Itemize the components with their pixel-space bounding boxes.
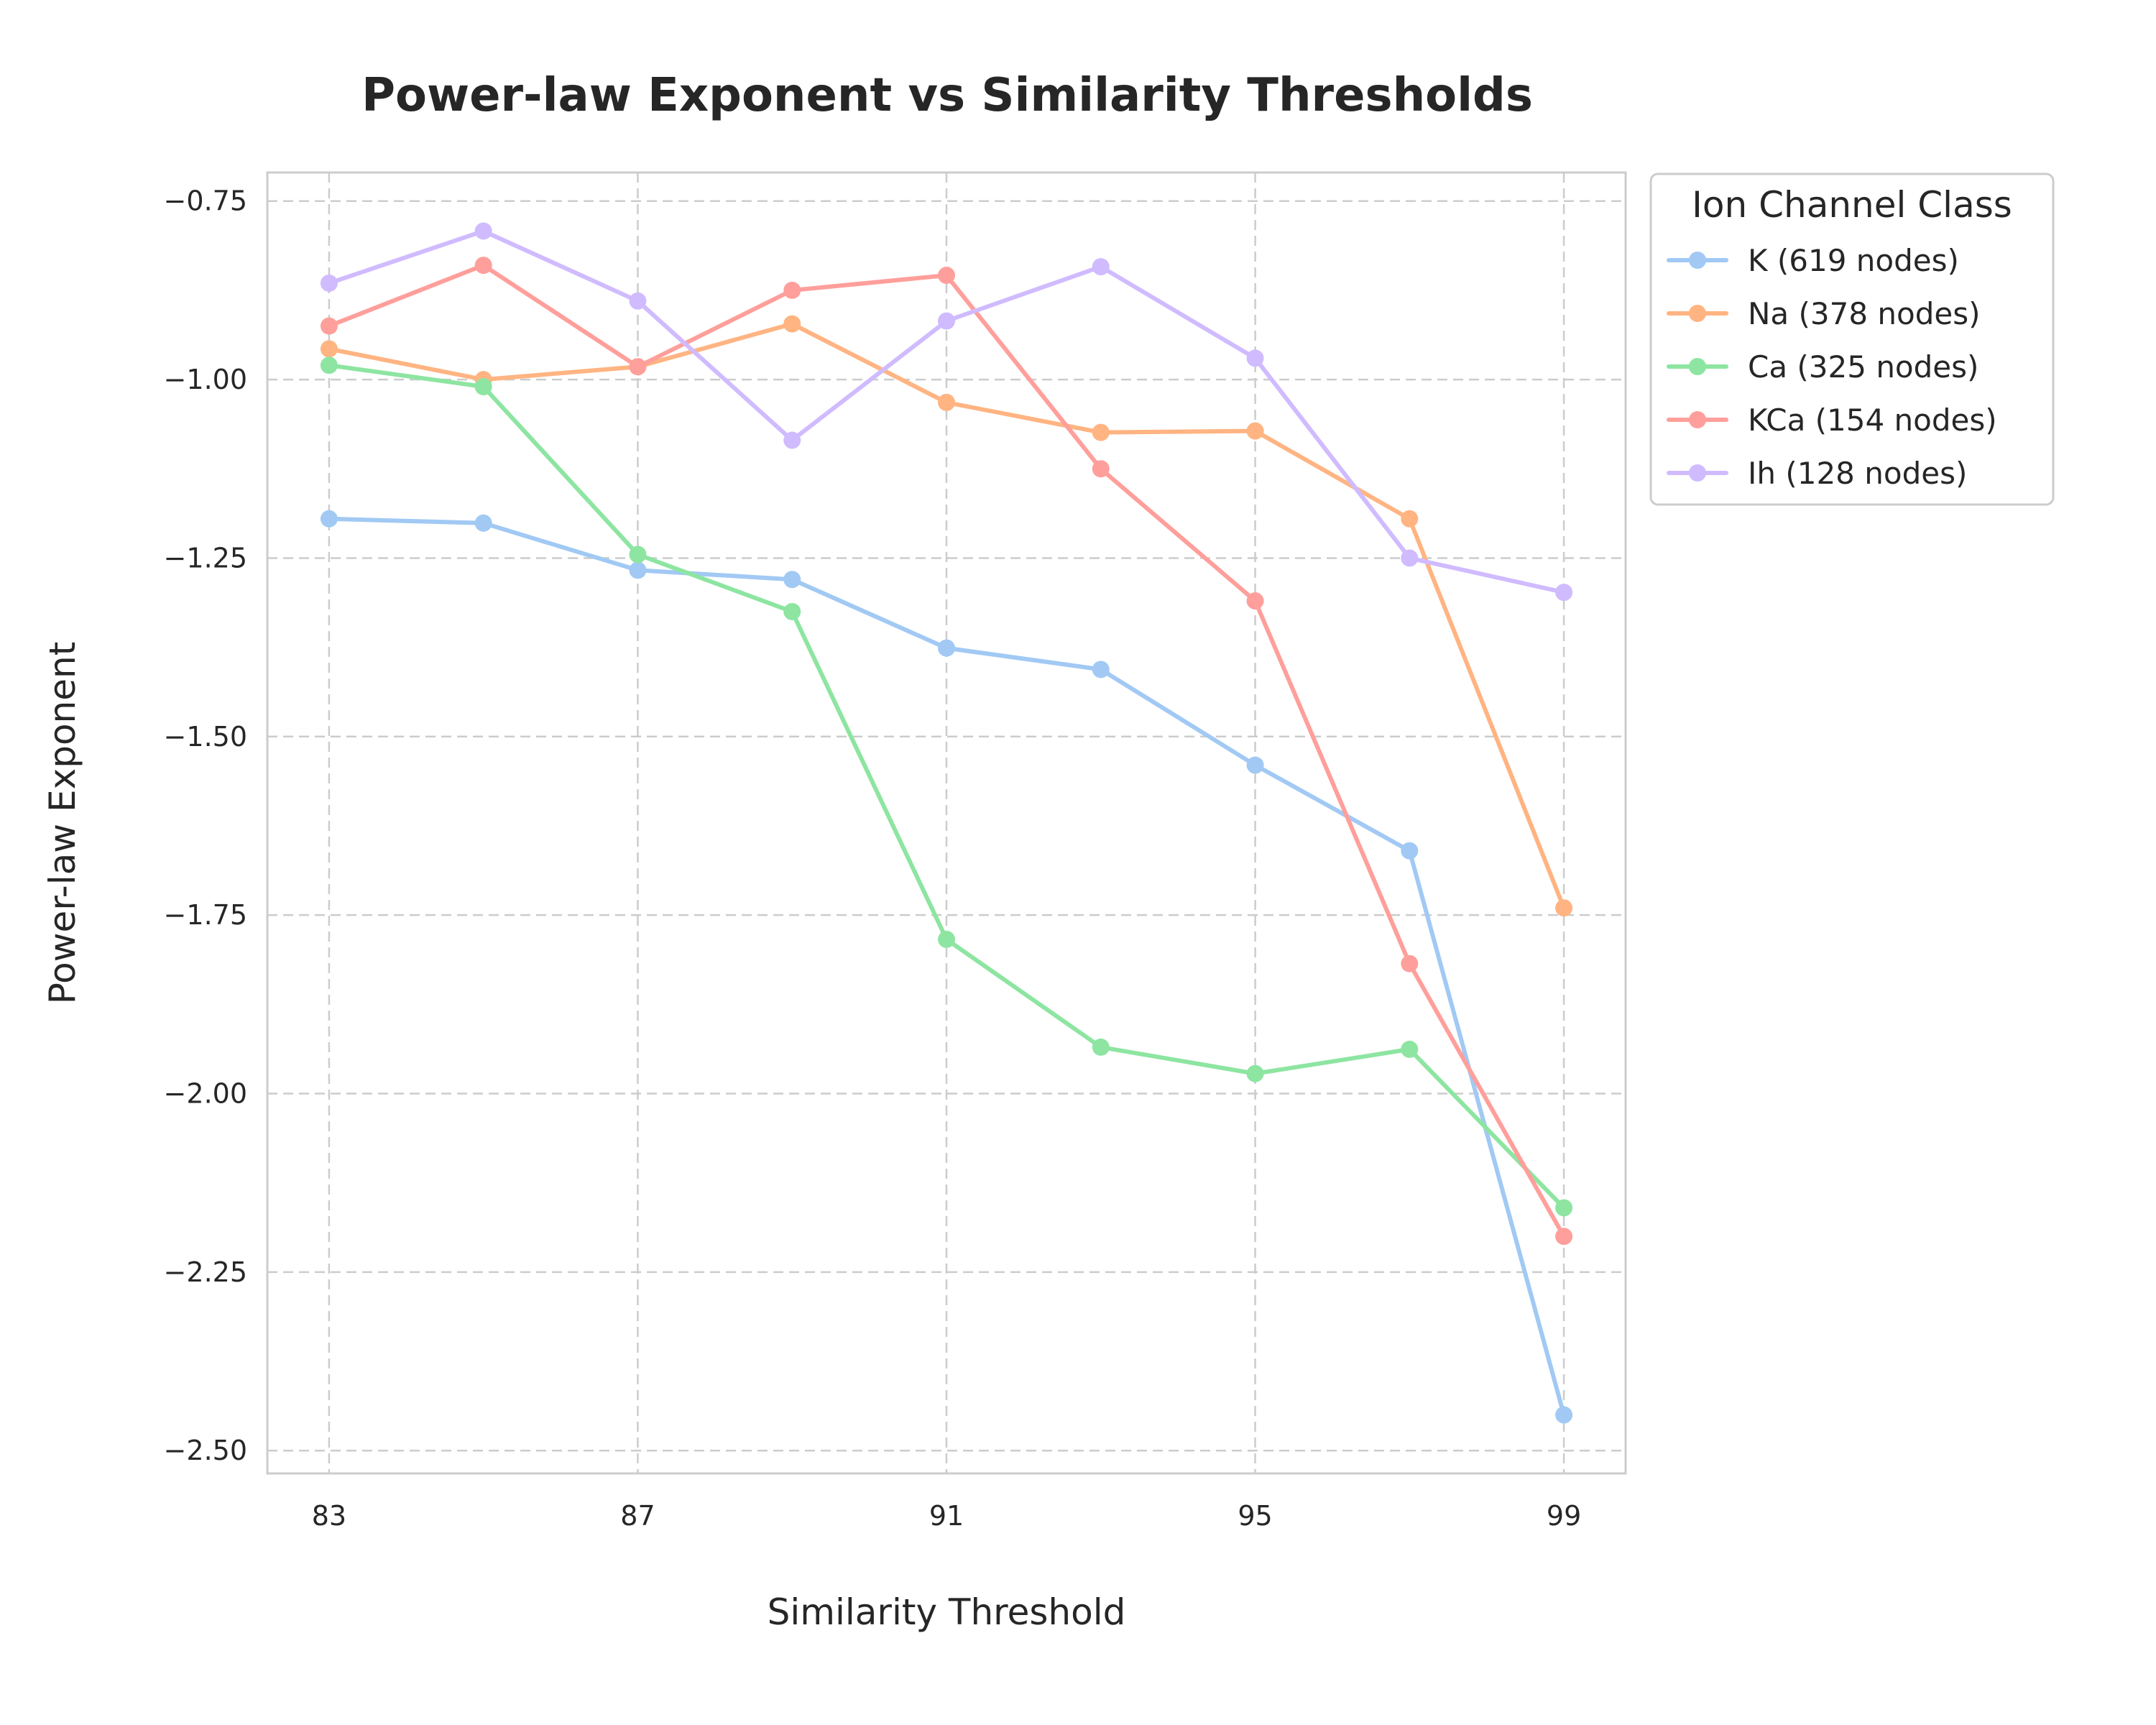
- data-point: [629, 546, 647, 564]
- x-tick-label: 83: [312, 1500, 346, 1532]
- series-layer: [320, 222, 1573, 1424]
- data-point: [629, 561, 647, 579]
- legend-item: KCa (154 nodes): [1667, 402, 1997, 438]
- x-tick-label: 99: [1547, 1500, 1581, 1532]
- data-point: [1401, 842, 1419, 860]
- data-point: [474, 514, 492, 532]
- data-point: [1401, 1040, 1419, 1058]
- y-axis-ticks: −0.75 −1.00 −1.25 −1.50 −1.75 −2.00 −2.25 −2.50: [164, 185, 247, 1466]
- data-point: [783, 315, 801, 333]
- legend-items: K (619 nodes) Na (378 nodes) Ca (325 nodes…: [1667, 243, 1997, 491]
- chart-title: Power-law Exponent vs Similarity Thresho…: [361, 69, 1533, 122]
- x-tick-label: 91: [929, 1500, 964, 1532]
- data-point: [474, 257, 492, 275]
- data-point: [1246, 756, 1264, 774]
- data-point: [1092, 258, 1110, 276]
- legend-swatch-marker: [1689, 305, 1706, 322]
- data-point: [938, 312, 955, 330]
- y-tick-label: −2.50: [164, 1435, 247, 1466]
- data-point: [938, 267, 955, 285]
- data-point: [1555, 1228, 1573, 1246]
- data-point: [938, 393, 955, 411]
- grid: [267, 172, 1626, 1473]
- legend-item: Na (378 nodes): [1667, 296, 1981, 331]
- series-0: [320, 510, 1573, 1424]
- data-point: [938, 639, 955, 657]
- legend-swatch-marker: [1689, 252, 1706, 269]
- data-point: [1555, 1199, 1573, 1217]
- legend: Ion Channel Class K (619 nodes) Na (378 n…: [1649, 172, 2055, 506]
- data-point: [1092, 661, 1110, 678]
- legend-label: Ih (128 nodes): [1748, 456, 1967, 491]
- data-point: [783, 571, 801, 589]
- data-point: [1555, 584, 1573, 602]
- y-tick-label: −1.75: [164, 899, 247, 931]
- legend-item: Ca (325 nodes): [1667, 349, 1978, 385]
- legend-title: Ion Channel Class: [1692, 184, 2012, 226]
- data-point: [1555, 899, 1573, 917]
- data-point: [938, 930, 955, 948]
- data-point: [474, 378, 492, 396]
- data-point: [629, 358, 647, 376]
- y-tick-label: −0.75: [164, 185, 247, 217]
- y-tick-label: −2.00: [164, 1078, 247, 1110]
- data-point: [320, 274, 338, 292]
- x-axis-label: Similarity Threshold: [768, 1591, 1126, 1633]
- data-point: [320, 340, 338, 358]
- y-tick-label: −2.25: [164, 1256, 247, 1288]
- data-point: [1246, 422, 1264, 440]
- legend-swatch-marker: [1689, 411, 1706, 428]
- series-4: [320, 222, 1573, 602]
- data-point: [1401, 954, 1419, 972]
- data-point: [1401, 510, 1419, 528]
- legend-swatch-marker: [1689, 358, 1706, 375]
- data-point: [629, 292, 647, 310]
- legend-label: K (619 nodes): [1748, 243, 1959, 278]
- plot-area-frame: [266, 171, 1627, 1475]
- legend-label: Ca (325 nodes): [1748, 349, 1978, 385]
- legend-item: Ih (128 nodes): [1667, 456, 1967, 491]
- data-point: [1092, 423, 1110, 441]
- data-point: [1401, 549, 1419, 567]
- data-point: [1092, 1038, 1110, 1056]
- data-point: [1246, 592, 1264, 610]
- data-point: [1555, 1406, 1573, 1424]
- data-point: [783, 602, 801, 620]
- y-tick-label: −1.50: [164, 721, 247, 753]
- data-point: [1246, 1064, 1264, 1082]
- legend-swatch-marker: [1689, 464, 1706, 482]
- x-axis-ticks: 83 87 91 95 99: [312, 1500, 1582, 1532]
- data-point: [474, 222, 492, 240]
- legend-box: [1649, 172, 2055, 506]
- x-tick-label: 95: [1238, 1500, 1272, 1532]
- series-3: [320, 257, 1573, 1246]
- y-tick-label: −1.00: [164, 364, 247, 395]
- data-point: [1246, 349, 1264, 367]
- data-point: [1092, 460, 1110, 478]
- data-point: [320, 317, 338, 335]
- legend-label: KCa (154 nodes): [1748, 402, 1997, 438]
- data-point: [783, 431, 801, 449]
- series-2: [320, 356, 1573, 1217]
- data-point: [783, 281, 801, 299]
- data-point: [320, 356, 338, 374]
- y-axis-label: Power-law Exponent: [42, 642, 83, 1005]
- y-tick-label: −1.25: [164, 542, 247, 574]
- legend-item: K (619 nodes): [1667, 243, 1959, 278]
- x-tick-label: 87: [620, 1500, 655, 1532]
- legend-label: Na (378 nodes): [1748, 296, 1981, 331]
- data-point: [320, 510, 338, 528]
